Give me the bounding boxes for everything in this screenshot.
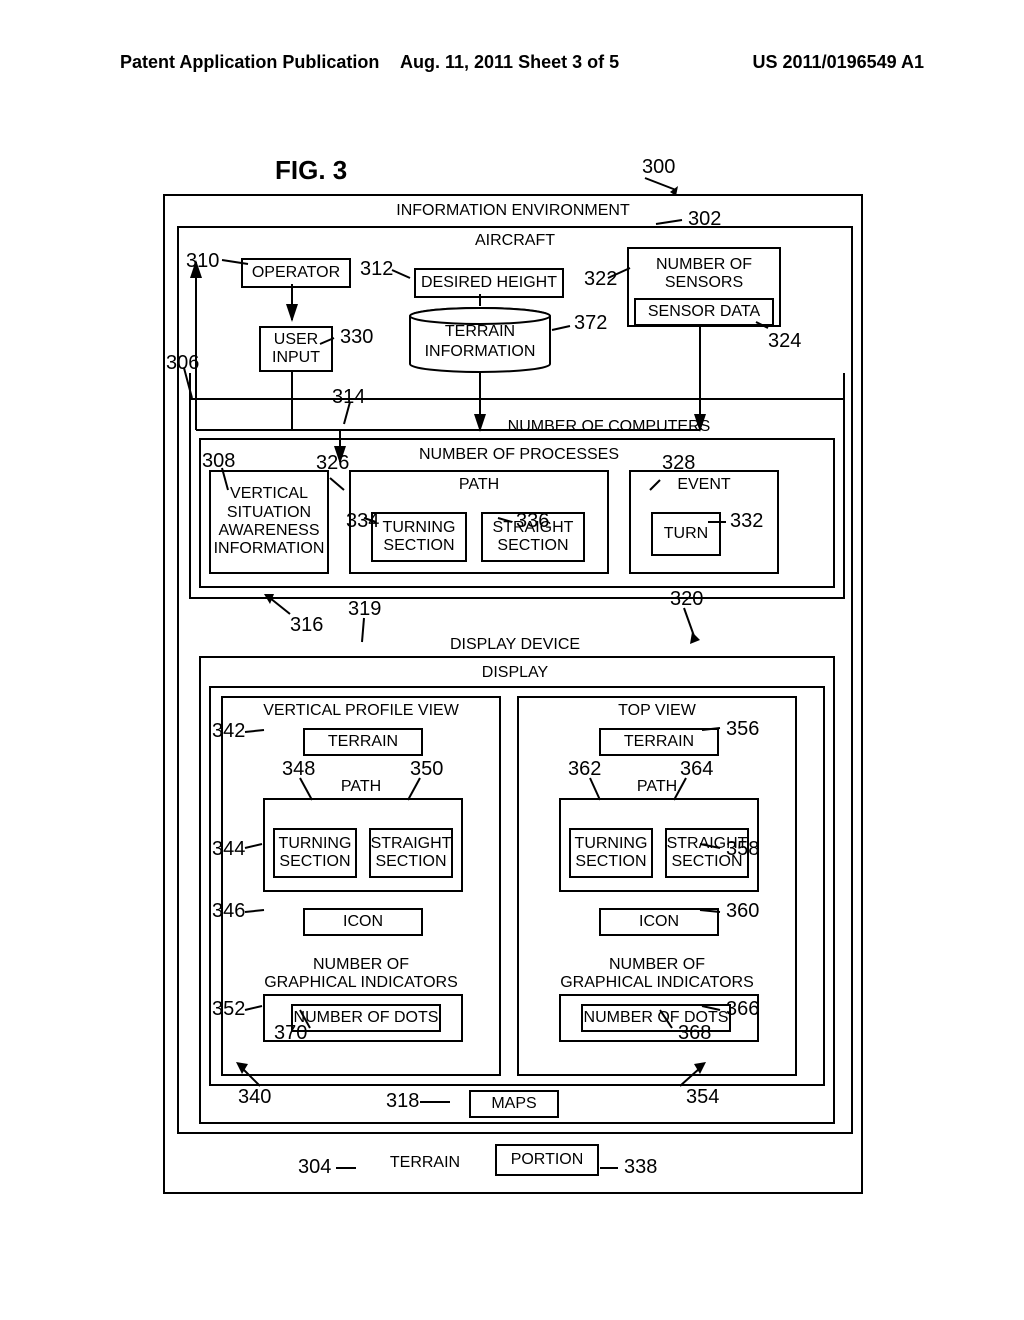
lead-344: 344	[212, 838, 245, 861]
header-left: Patent Application Publication	[120, 52, 379, 73]
vpv-straight-section: STRAIGHTSECTION	[369, 828, 453, 878]
aircraft-title: AIRCRAFT	[179, 232, 851, 250]
lead-360: 360	[726, 900, 759, 923]
desired-height-box: DESIRED HEIGHT	[414, 268, 564, 298]
sensor-data-box: SENSOR DATA	[634, 298, 774, 326]
terrain-bottom-label: TERRAIN	[365, 1154, 485, 1172]
vpv-gi-title: NUMBER OFGRAPHICAL INDICATORS	[223, 956, 499, 991]
tv-terrain-box: TERRAIN	[599, 728, 719, 756]
lead-356: 356	[726, 718, 759, 741]
path-turning-section: TURNINGSECTION	[371, 512, 467, 562]
user-input-box: USERINPUT	[259, 326, 333, 372]
lead-316: 316	[290, 614, 323, 637]
vpv-turning-section: TURNINGSECTION	[273, 828, 357, 878]
lead-320: 320	[670, 588, 703, 611]
header-right: US 2011/0196549 A1	[753, 52, 924, 73]
lead-354: 354	[686, 1086, 719, 1109]
vpv-icon-box: ICON	[303, 908, 423, 936]
lead-324: 324	[768, 330, 801, 353]
lead-328: 328	[662, 452, 695, 475]
lead-362: 362	[568, 758, 601, 781]
turn-box: TURN	[651, 512, 721, 556]
vpv-num-dots-box: NUMBER OF DOTS	[291, 1004, 441, 1032]
lead-364: 364	[680, 758, 713, 781]
tv-icon-box: ICON	[599, 908, 719, 936]
lead-330: 330	[340, 326, 373, 349]
lead-310: 310	[186, 250, 219, 273]
lead-314: 314	[332, 386, 365, 409]
maps-box: MAPS	[469, 1090, 559, 1118]
lead-334: 334	[346, 510, 379, 533]
num-sensors-label: NUMBER OFSENSORS	[639, 256, 769, 293]
portion-box: PORTION	[495, 1144, 599, 1176]
lead-342: 342	[212, 720, 245, 743]
tv-turning-section: TURNINGSECTION	[569, 828, 653, 878]
vsa-info-box: VERTICALSITUATIONAWARENESSINFORMATION	[209, 470, 329, 574]
lead-304: 304	[298, 1156, 331, 1179]
lead-319: 319	[348, 598, 381, 621]
lead-308: 308	[202, 450, 235, 473]
lead-340: 340	[238, 1086, 271, 1109]
lead-326: 326	[316, 452, 349, 475]
num-computers-title: NUMBER OF COMPUTERS	[479, 418, 739, 436]
lead-346: 346	[212, 900, 245, 923]
lead-358: 358	[726, 838, 759, 861]
info-env-title: INFORMATION ENVIRONMENT	[165, 202, 861, 220]
tv-gi-title: NUMBER OFGRAPHICAL INDICATORS	[519, 956, 795, 991]
vpv-path-title: PATH	[223, 778, 499, 796]
tv-path-title: PATH	[519, 778, 795, 796]
num-processes-title: NUMBER OF PROCESSES	[389, 446, 649, 464]
path-title: PATH	[351, 476, 607, 494]
lead-300: 300	[642, 156, 675, 179]
lead-322: 322	[584, 268, 617, 291]
lead-336: 336	[516, 510, 549, 533]
vpv-title: VERTICAL PROFILE VIEW	[223, 702, 499, 720]
lead-352: 352	[212, 998, 245, 1021]
lead-318: 318	[386, 1090, 419, 1113]
header-mid: Aug. 11, 2011 Sheet 3 of 5	[400, 52, 619, 73]
operator-box: OPERATOR	[241, 258, 351, 288]
lead-372: 372	[574, 312, 607, 335]
event-title: EVENT	[631, 476, 777, 494]
lead-306: 306	[166, 352, 199, 375]
vpv-terrain-box: TERRAIN	[303, 728, 423, 756]
display-device-title: DISPLAY DEVICE	[179, 636, 851, 654]
lead-302: 302	[688, 208, 721, 231]
figure-title: FIG. 3	[275, 155, 347, 186]
lead-348: 348	[282, 758, 315, 781]
lead-338: 338	[624, 1156, 657, 1179]
lead-366: 366	[726, 998, 759, 1021]
lead-368: 368	[678, 1022, 711, 1045]
lead-332: 332	[730, 510, 763, 533]
lead-350: 350	[410, 758, 443, 781]
lead-312: 312	[360, 258, 393, 281]
display-title: DISPLAY	[179, 664, 851, 682]
lead-370: 370	[274, 1022, 307, 1045]
